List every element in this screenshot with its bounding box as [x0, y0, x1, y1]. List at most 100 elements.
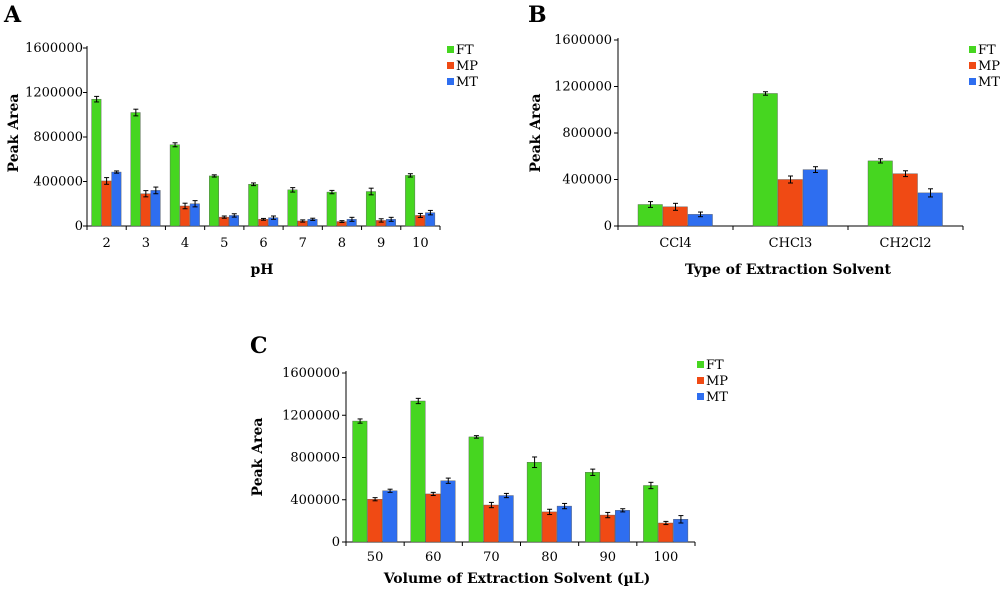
legend-label-ft: FT	[706, 358, 724, 373]
bar-ft	[585, 472, 600, 543]
panel-letter-a: A	[3, 2, 22, 28]
bar-mp	[892, 173, 918, 227]
legend-swatch-mp	[447, 62, 454, 69]
bar-ft	[169, 144, 180, 227]
x-axis-title-a: pH	[250, 262, 273, 278]
bar-mp	[101, 180, 112, 227]
y-tick-label: 1200000	[282, 408, 340, 423]
bar-ft	[91, 98, 102, 227]
legend-swatch-ft	[697, 361, 704, 368]
y-axis-title-a: Peak Area	[6, 94, 22, 173]
legend-swatch-mt	[447, 78, 454, 85]
x-tick-label: 5	[220, 236, 228, 251]
panel-letter-b: B	[528, 2, 547, 28]
panel-letter-c: C	[250, 333, 268, 359]
bar-mt	[802, 169, 828, 227]
x-tick-label: 2	[102, 236, 110, 251]
x-tick-label: 80	[541, 550, 558, 565]
bar-ft	[526, 462, 542, 543]
y-tick-label: 800000	[562, 126, 612, 141]
bar-mt	[556, 505, 572, 543]
x-tick-label: CCl4	[659, 236, 691, 251]
x-tick-label: 9	[377, 236, 385, 251]
legend-swatch-ft	[447, 46, 454, 53]
bar-mt	[440, 480, 456, 543]
y-tick-label: 1600000	[554, 33, 612, 48]
chart-panel-a: A Peak Area pH 0 400000 800000 1200000 16000…	[3, 2, 478, 278]
bar-ft	[365, 191, 376, 227]
y-tick-label: 1600000	[25, 41, 83, 56]
bar-ft	[326, 191, 337, 227]
bar-ft	[867, 160, 893, 227]
bar-mt	[917, 192, 943, 227]
bar-ft	[248, 184, 259, 227]
y-tick-label: 1600000	[282, 366, 340, 381]
bar-ft	[468, 436, 484, 543]
bar-ft	[130, 112, 141, 227]
y-tick-label: 1200000	[554, 80, 612, 95]
y-tick-label: 0	[75, 219, 83, 234]
y-tick-label: 800000	[33, 130, 83, 145]
bar-ft	[410, 400, 426, 543]
bar-mp	[600, 514, 615, 543]
legend-label-mp: MP	[456, 59, 478, 74]
y-tick-label: 1200000	[25, 86, 83, 101]
bar-mt	[615, 510, 630, 543]
x-tick-label: 70	[483, 550, 500, 565]
y-axis-title-c: Peak Area	[250, 418, 266, 497]
y-tick-label: 0	[604, 219, 612, 234]
bar-mp	[140, 193, 151, 227]
legend-label-mt: MT	[706, 390, 728, 405]
y-tick-label: 800000	[290, 451, 340, 466]
bar-ft	[352, 420, 368, 543]
x-tick-label: 10	[412, 236, 429, 251]
bar-ft	[643, 485, 659, 543]
legend-label-mt: MT	[978, 75, 1000, 90]
legend-label-ft: FT	[456, 43, 474, 58]
x-tick-label: 90	[599, 550, 616, 565]
x-tick-label: 100	[654, 550, 679, 565]
legend-swatch-ft	[969, 46, 976, 53]
x-tick-label: CH2Cl2	[880, 236, 932, 251]
x-tick-label: 6	[259, 236, 267, 251]
legend-swatch-mp	[969, 62, 976, 69]
legend-swatch-mt	[969, 78, 976, 85]
x-tick-label: CHCl3	[769, 236, 813, 251]
x-tick-label: 50	[367, 550, 384, 565]
bar-mp	[658, 522, 674, 543]
x-axis-title-b: Type of Extraction Solvent	[685, 262, 891, 278]
chart-panel-c: C Peak Area Volume of Extraction Solvent…	[250, 333, 728, 587]
x-tick-label: 7	[299, 236, 307, 251]
bar-mp	[367, 499, 383, 543]
bar-mp	[777, 179, 803, 227]
bar-mt	[382, 490, 398, 543]
y-tick-label: 400000	[562, 173, 612, 188]
y-tick-label: 0	[332, 535, 340, 550]
legend-swatch-mt	[697, 393, 704, 400]
bar-mt	[498, 495, 514, 543]
bar-mp	[483, 504, 499, 543]
bar-ft	[752, 93, 778, 227]
bar-mt	[111, 171, 122, 227]
y-tick-label: 400000	[290, 493, 340, 508]
x-tick-label: 60	[425, 550, 442, 565]
y-tick-label: 400000	[33, 175, 83, 190]
chart-panel-b: B Peak Area Type of Extraction Solvent 0…	[528, 2, 1000, 278]
x-tick-label: 3	[142, 236, 150, 251]
legend-label-mp: MP	[706, 374, 728, 389]
x-tick-label: 4	[181, 236, 189, 251]
legend-label-ft: FT	[978, 43, 996, 58]
bar-ft	[405, 175, 416, 227]
bar-ft	[287, 189, 298, 227]
legend-label-mp: MP	[978, 59, 1000, 74]
x-axis-title-c: Volume of Extraction Solvent (µL)	[383, 571, 651, 587]
y-axis-title-b: Peak Area	[528, 94, 544, 173]
x-tick-label: 8	[338, 236, 346, 251]
bar-mt	[150, 190, 161, 227]
bar-ft	[209, 175, 219, 227]
bar-mp	[425, 493, 441, 543]
bar-mp	[541, 511, 557, 543]
legend-swatch-mp	[697, 377, 704, 384]
legend-label-mt: MT	[456, 75, 478, 90]
